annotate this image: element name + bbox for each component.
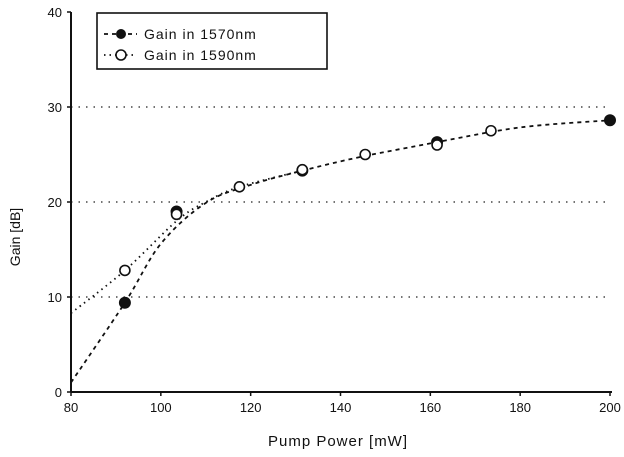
data-markers — [118, 114, 616, 309]
point-1570-4 — [604, 114, 616, 127]
point-1570-0 — [118, 296, 131, 309]
y-tick-label-20: 20 — [48, 195, 62, 210]
legend-label-1570: Gain in 1570nm — [144, 26, 257, 42]
x-tick-label-120: 120 — [240, 400, 262, 415]
legend-marker-1570 — [116, 29, 126, 39]
y-axis-label: Gain [dB] — [7, 208, 23, 266]
x-tick-label-80: 80 — [64, 400, 78, 415]
point-1590-2 — [233, 181, 246, 193]
x-axis-label: Pump Power [mW] — [268, 433, 408, 450]
fit-line-1590 — [70, 169, 303, 314]
y-tick-label-30: 30 — [48, 100, 62, 115]
point-1590-6 — [485, 124, 497, 137]
grid-lines — [71, 106, 610, 298]
x-tick-label-100: 100 — [150, 400, 172, 415]
legend-marker-1590 — [115, 49, 127, 61]
fit-curves — [70, 119, 611, 384]
legend-label-1590: Gain in 1590nm — [144, 47, 257, 63]
x-tick-label-180: 180 — [509, 400, 531, 415]
x-tick-label-140: 140 — [330, 400, 352, 415]
y-tick-label-0: 0 — [55, 385, 62, 400]
point-1590-5 — [431, 139, 443, 151]
axes — [67, 11, 612, 396]
point-1590-1 — [170, 208, 183, 221]
y-tick-label-10: 10 — [48, 290, 62, 305]
tick-labels: 80 100 120 140 160 180 200 0 10 20 30 40 — [48, 5, 621, 415]
fit-line-1570 — [70, 119, 611, 384]
point-1590-0 — [119, 264, 131, 277]
point-1590-4 — [359, 148, 372, 161]
y-tick-label-40: 40 — [48, 5, 62, 20]
legend-box — [96, 12, 328, 70]
x-tick-label-200: 200 — [599, 400, 621, 415]
legend: Gain in 1570nm Gain in 1590nm — [96, 12, 328, 70]
point-1590-3 — [296, 163, 309, 176]
x-tick-label-160: 160 — [419, 400, 441, 415]
